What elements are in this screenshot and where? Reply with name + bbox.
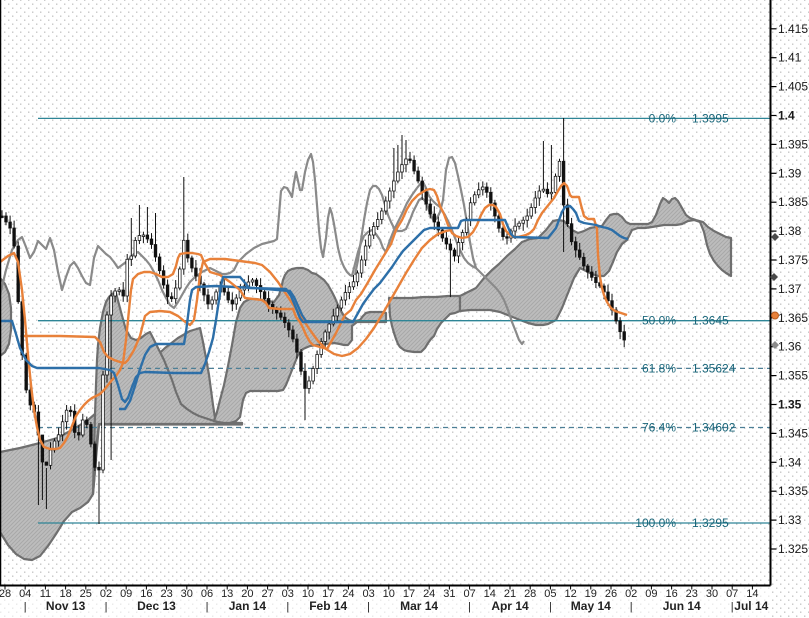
svg-text:Nov 13: Nov 13: [46, 599, 86, 613]
svg-text:02: 02: [625, 588, 637, 600]
svg-text:|: |: [731, 601, 734, 613]
svg-text:05: 05: [544, 588, 556, 600]
svg-text:16: 16: [140, 588, 152, 600]
svg-text:14: 14: [746, 588, 758, 600]
svg-text:19: 19: [585, 588, 597, 600]
svg-text:13: 13: [221, 588, 233, 600]
svg-text:|: |: [24, 601, 27, 613]
svg-text:1.34: 1.34: [778, 455, 802, 469]
svg-text:1.3995: 1.3995: [692, 111, 729, 125]
svg-text:1.375: 1.375: [778, 253, 808, 267]
svg-text:28: 28: [0, 588, 11, 600]
svg-text:23: 23: [160, 588, 172, 600]
svg-text:50.0%: 50.0%: [642, 314, 676, 328]
svg-text:17: 17: [322, 588, 334, 600]
svg-text:12: 12: [564, 588, 576, 600]
svg-text:1.35624: 1.35624: [692, 361, 736, 375]
svg-text:1.365: 1.365: [778, 311, 808, 325]
svg-text:1.39: 1.39: [778, 166, 802, 180]
svg-text:20: 20: [241, 588, 253, 600]
svg-text:1.405: 1.405: [778, 80, 808, 94]
svg-text:10: 10: [383, 588, 395, 600]
svg-text:28: 28: [524, 588, 536, 600]
svg-text:1.34602: 1.34602: [692, 421, 736, 435]
svg-text:Dec 13: Dec 13: [137, 599, 176, 613]
svg-text:1.325: 1.325: [778, 542, 808, 556]
svg-text:1.3295: 1.3295: [692, 516, 729, 530]
svg-text:Jan 14: Jan 14: [229, 599, 267, 613]
svg-text:03: 03: [282, 588, 294, 600]
svg-text:1.395: 1.395: [778, 137, 808, 151]
svg-text:1.335: 1.335: [778, 484, 808, 498]
svg-text:04: 04: [19, 588, 31, 600]
svg-text:1.3645: 1.3645: [692, 314, 729, 328]
svg-text:1.345: 1.345: [778, 426, 808, 440]
svg-text:24: 24: [423, 588, 435, 600]
svg-text:Jul 14: Jul 14: [734, 599, 768, 613]
svg-text:14: 14: [484, 588, 496, 600]
svg-text:|: |: [206, 601, 209, 613]
svg-text:61.8%: 61.8%: [642, 361, 676, 375]
svg-text:26: 26: [605, 588, 617, 600]
svg-text:1.35: 1.35: [778, 398, 802, 412]
svg-text:|: |: [630, 601, 633, 613]
svg-text:May 14: May 14: [571, 599, 611, 613]
svg-text:02: 02: [100, 588, 112, 600]
svg-text:1.4: 1.4: [778, 109, 795, 123]
svg-text:30: 30: [706, 588, 718, 600]
svg-text:25: 25: [80, 588, 92, 600]
svg-text:27: 27: [261, 588, 273, 600]
svg-text:|: |: [367, 601, 370, 613]
svg-text:Apr 14: Apr 14: [491, 599, 529, 613]
svg-text:Mar 14: Mar 14: [400, 599, 438, 613]
svg-text:1.33: 1.33: [778, 513, 802, 527]
svg-text:1.385: 1.385: [778, 195, 808, 209]
svg-text:10: 10: [302, 588, 314, 600]
svg-text:07: 07: [463, 588, 475, 600]
svg-text:03: 03: [362, 588, 374, 600]
svg-text:09: 09: [645, 588, 657, 600]
svg-text:23: 23: [686, 588, 698, 600]
svg-text:Jun 14: Jun 14: [663, 599, 701, 613]
svg-text:|: |: [105, 601, 108, 613]
svg-text:30: 30: [181, 588, 193, 600]
svg-text:Feb 14: Feb 14: [309, 599, 347, 613]
svg-text:18: 18: [59, 588, 71, 600]
svg-text:0.0%: 0.0%: [649, 111, 677, 125]
svg-text:09: 09: [120, 588, 132, 600]
svg-text:|: |: [286, 601, 289, 613]
svg-text:06: 06: [201, 588, 213, 600]
svg-text:17: 17: [403, 588, 415, 600]
svg-text:|: |: [549, 601, 552, 613]
svg-text:1.41: 1.41: [778, 51, 802, 65]
svg-text:31: 31: [443, 588, 455, 600]
svg-text:1.37: 1.37: [778, 282, 802, 296]
svg-text:1.38: 1.38: [778, 224, 802, 238]
svg-text:07: 07: [726, 588, 738, 600]
svg-text:100.0%: 100.0%: [635, 516, 676, 530]
svg-text:1.415: 1.415: [778, 22, 808, 36]
svg-text:16: 16: [665, 588, 677, 600]
svg-text:11: 11: [40, 588, 51, 600]
svg-text:1.36: 1.36: [778, 340, 802, 354]
svg-text:21: 21: [504, 588, 516, 600]
svg-text:76.4%: 76.4%: [642, 421, 676, 435]
svg-text:24: 24: [342, 588, 354, 600]
svg-text:1.355: 1.355: [778, 369, 808, 383]
svg-text:|: |: [468, 601, 471, 613]
